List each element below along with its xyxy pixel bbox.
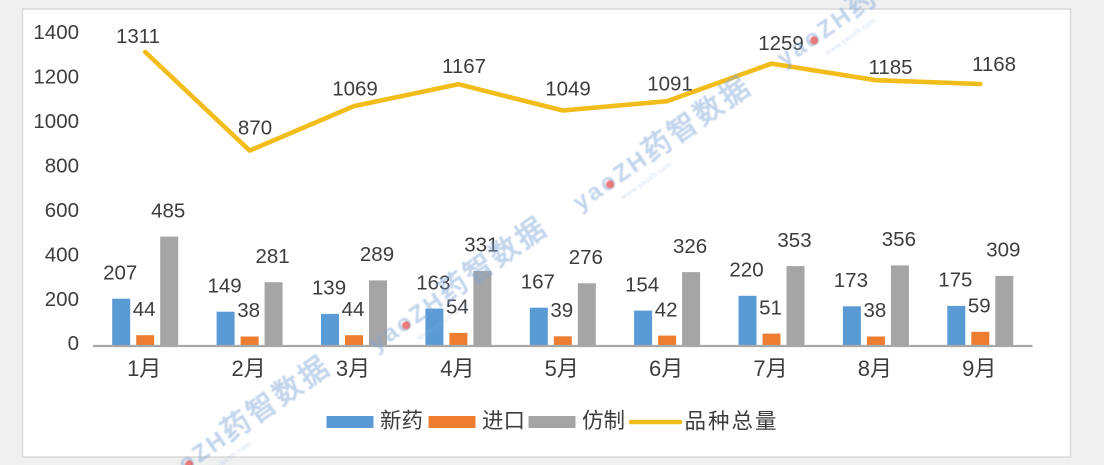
svg-text:207: 207 <box>103 261 137 284</box>
svg-text:1259: 1259 <box>758 32 804 55</box>
svg-text:1000: 1000 <box>33 110 79 133</box>
svg-text:353: 353 <box>777 229 811 252</box>
svg-text:1069: 1069 <box>332 78 378 101</box>
svg-text:289: 289 <box>360 243 394 266</box>
svg-text:1091: 1091 <box>647 73 693 96</box>
svg-text:38: 38 <box>237 299 260 322</box>
svg-text:59: 59 <box>968 295 991 318</box>
svg-text:1200: 1200 <box>33 66 79 89</box>
svg-text:8月: 8月 <box>858 356 892 381</box>
svg-text:4月: 4月 <box>440 356 474 381</box>
svg-text:进口: 进口 <box>482 409 525 433</box>
svg-text:400: 400 <box>45 243 79 266</box>
svg-text:154: 154 <box>625 273 659 296</box>
svg-text:600: 600 <box>45 199 79 222</box>
svg-text:276: 276 <box>569 246 603 269</box>
svg-text:5月: 5月 <box>545 356 579 381</box>
svg-text:149: 149 <box>207 274 241 297</box>
svg-text:1311: 1311 <box>116 25 160 48</box>
svg-text:326: 326 <box>673 235 707 258</box>
svg-text:9月: 9月 <box>962 356 996 381</box>
svg-text:7月: 7月 <box>753 356 787 381</box>
svg-text:309: 309 <box>986 239 1020 262</box>
svg-text:175: 175 <box>938 269 972 292</box>
svg-text:6月: 6月 <box>649 356 683 381</box>
svg-text:800: 800 <box>45 155 79 178</box>
svg-text:139: 139 <box>312 277 346 300</box>
svg-text:42: 42 <box>655 298 678 321</box>
svg-text:3月: 3月 <box>336 356 370 381</box>
svg-text:54: 54 <box>446 296 469 319</box>
svg-text:0: 0 <box>68 332 79 355</box>
svg-text:51: 51 <box>759 296 782 319</box>
svg-text:1049: 1049 <box>545 78 591 101</box>
svg-text:38: 38 <box>863 299 886 322</box>
svg-text:281: 281 <box>255 245 289 268</box>
svg-text:39: 39 <box>550 299 573 322</box>
svg-text:485: 485 <box>151 199 185 222</box>
svg-text:870: 870 <box>238 117 272 140</box>
svg-text:1月: 1月 <box>127 356 161 381</box>
svg-text:新药: 新药 <box>380 409 423 433</box>
svg-text:44: 44 <box>133 298 156 321</box>
svg-text:1400: 1400 <box>33 21 79 44</box>
svg-text:1185: 1185 <box>868 56 912 79</box>
svg-text:167: 167 <box>521 270 555 293</box>
svg-text:331: 331 <box>464 234 498 257</box>
svg-text:163: 163 <box>416 271 450 294</box>
svg-text:品种总量: 品种总量 <box>685 410 779 434</box>
svg-text:173: 173 <box>834 269 868 292</box>
svg-text:1167: 1167 <box>442 55 486 78</box>
svg-text:1168: 1168 <box>972 53 1016 76</box>
svg-text:44: 44 <box>342 298 365 321</box>
svg-text:220: 220 <box>729 259 763 282</box>
svg-text:仿制: 仿制 <box>582 409 625 433</box>
svg-text:356: 356 <box>882 228 916 251</box>
svg-text:2月: 2月 <box>231 356 265 381</box>
svg-text:200: 200 <box>45 288 79 311</box>
